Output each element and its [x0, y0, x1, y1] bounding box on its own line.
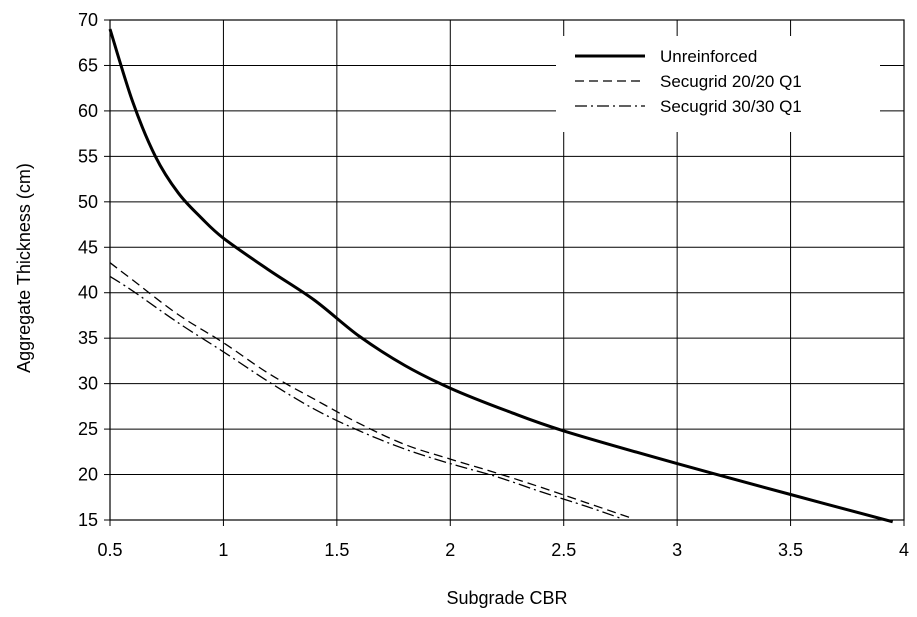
y-tick-label: 15: [78, 510, 98, 530]
plot-border: [109, 19, 905, 521]
x-tick-label: 2: [445, 540, 455, 560]
legend-label-unreinforced: Unreinforced: [660, 47, 757, 66]
x-tick-label: 3.5: [778, 540, 803, 560]
series-line-secugrid-30-30-q1: [109, 275, 621, 519]
y-tick-label: 30: [78, 374, 98, 394]
series-lines: [108, 28, 894, 524]
x-tick-label: 4: [899, 540, 909, 560]
x-tick-label: 2.5: [551, 540, 576, 560]
y-tick-label: 65: [78, 55, 98, 75]
legend-label-secugrid-30-30-q1: Secugrid 30/30 Q1: [660, 97, 802, 116]
x-tick-label: 1.5: [324, 540, 349, 560]
legend-label-secugrid-20-20-q1: Secugrid 20/20 Q1: [660, 72, 802, 91]
y-tick-label: 50: [78, 192, 98, 212]
x-tick-label: 3: [672, 540, 682, 560]
x-tick-label: 0.5: [97, 540, 122, 560]
y-tick-label: 70: [78, 10, 98, 30]
y-tick-label: 35: [78, 328, 98, 348]
series-line-secugrid-20-20-q1: [109, 262, 633, 519]
y-tick-label: 20: [78, 465, 98, 485]
y-tick-label: 45: [78, 237, 98, 257]
series-line-unreinforced: [108, 28, 894, 524]
plot-frame: [104, 19, 905, 526]
tick-labels: 0.5 1 1.5 2 2.5 3 3.5 4 15 20 25 30 35 40 45 50 55 60 65 70: [78, 10, 909, 560]
y-axis-title: Aggregate Thickness (cm): [14, 163, 34, 373]
y-tick-label: 55: [78, 146, 98, 166]
x-axis-title: Subgrade CBR: [446, 588, 567, 608]
y-tick-label: 25: [78, 419, 98, 439]
x-tick-label: 1: [218, 540, 228, 560]
legend-background: [556, 36, 880, 132]
y-tick-label: 60: [78, 101, 98, 121]
y-tick-label: 40: [78, 283, 98, 303]
legend: Unreinforced Secugrid 20/20 Q1 Secugrid 30…: [556, 36, 880, 132]
